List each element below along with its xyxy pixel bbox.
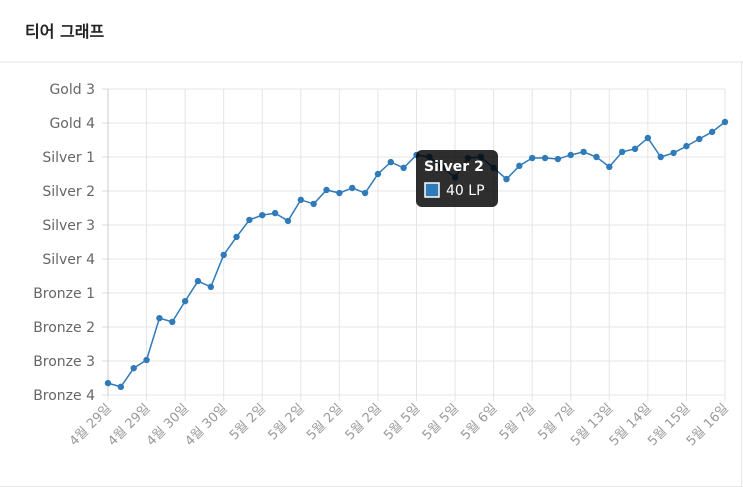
point — [117, 383, 125, 391]
point — [271, 209, 279, 217]
x-tick-label: 4월 30일 — [183, 401, 231, 449]
point — [169, 318, 176, 326]
point — [361, 189, 369, 197]
y-tick-label: Gold 4 — [49, 116, 95, 132]
point — [104, 379, 112, 387]
point — [683, 142, 690, 150]
y-tick-label: Bronze 4 — [33, 388, 95, 404]
y-tick-label: Bronze 2 — [33, 320, 95, 336]
point — [207, 283, 215, 291]
x-tick-label: 5월 16일 — [684, 401, 732, 449]
point — [400, 164, 407, 172]
point — [644, 134, 652, 142]
point — [374, 170, 382, 178]
point — [246, 216, 253, 224]
point — [657, 153, 664, 161]
point — [554, 155, 562, 163]
x-tick-label: 5월 2일 — [343, 401, 385, 443]
point — [618, 148, 626, 156]
point — [220, 251, 227, 259]
y-tick-label: Silver 3 — [42, 218, 95, 234]
point — [631, 145, 639, 153]
point — [580, 148, 587, 156]
point — [130, 364, 137, 372]
point — [708, 128, 716, 136]
point — [541, 154, 549, 162]
point — [516, 162, 523, 170]
x-tick-label: 5월 6일 — [458, 401, 500, 443]
tooltip-swatch — [424, 182, 440, 198]
point — [336, 189, 343, 197]
point — [156, 314, 163, 322]
x-tick-label: 5월 2일 — [304, 401, 346, 443]
point — [528, 154, 536, 162]
tooltip-text: 40 LP — [446, 183, 485, 199]
point — [593, 153, 600, 161]
point — [721, 118, 729, 126]
tooltip-title: Silver 2 — [424, 159, 484, 175]
point — [143, 356, 150, 364]
x-tick-label: 5월 7일 — [497, 401, 539, 443]
header-title: 티어 그래프 — [25, 22, 105, 41]
point — [259, 211, 266, 219]
y-tick-label: Silver 2 — [42, 184, 95, 200]
point — [606, 163, 613, 171]
point — [323, 186, 330, 194]
point — [567, 151, 574, 159]
point — [349, 184, 356, 192]
point — [387, 158, 394, 166]
x-tick-label: 5월 5일 — [381, 401, 423, 443]
y-tick-label: Bronze 1 — [33, 286, 95, 302]
point — [670, 149, 677, 157]
point — [696, 135, 703, 143]
y-tick-label: Silver 4 — [42, 252, 95, 268]
point — [310, 200, 317, 208]
point — [181, 297, 189, 305]
tooltip: Silver 2 40 LP — [416, 150, 498, 207]
y-tick-label: Silver 1 — [42, 150, 95, 166]
point — [233, 233, 240, 241]
y-tick-label: Gold 3 — [49, 82, 95, 98]
point — [284, 217, 292, 225]
x-tick-label: 5월 5일 — [420, 401, 462, 443]
x-tick-label: 5월 2일 — [227, 401, 269, 443]
point — [194, 277, 202, 285]
point — [297, 196, 305, 204]
y-tick-label: Bronze 3 — [33, 354, 95, 370]
point — [503, 175, 510, 183]
x-tick-label: 5월 2일 — [265, 401, 307, 443]
